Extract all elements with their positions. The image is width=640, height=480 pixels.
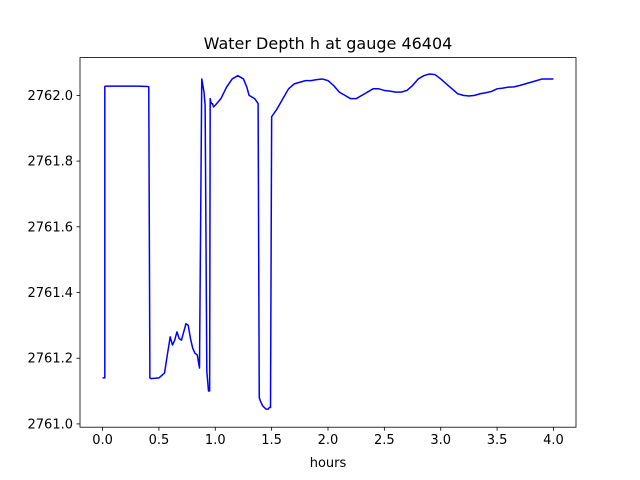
x-tick-label: 0.5 [149, 433, 170, 448]
x-axis-label: hours [310, 456, 347, 471]
y-tick-label: 2761.2 [28, 352, 74, 367]
x-axis-ticks: 0.0 0.5 1.0 1.5 2.0 2.5 3.0 3.5 4.0 [92, 427, 564, 448]
x-tick-label: 2.5 [374, 433, 395, 448]
y-axis-ticks: 2761.0 2761.2 2761.4 2761.6 2761.8 2762.0 [28, 89, 80, 432]
x-tick-label: 0.0 [92, 433, 113, 448]
chart-title: Water Depth h at gauge 46404 [204, 34, 453, 53]
y-tick-label: 2761.0 [28, 417, 74, 432]
x-tick-label: 1.5 [261, 433, 282, 448]
x-tick-label: 1.0 [205, 433, 226, 448]
y-tick-label: 2761.4 [28, 286, 74, 301]
y-tick-label: 2761.6 [28, 220, 74, 235]
x-tick-label: 3.0 [430, 433, 451, 448]
series-line-0 [102, 73, 554, 410]
data-layer [102, 73, 554, 410]
x-tick-label: 4.0 [543, 433, 564, 448]
x-tick-label: 2.0 [318, 433, 339, 448]
plot-area [80, 57, 576, 428]
y-tick-label: 2762.0 [28, 89, 74, 104]
y-tick-label: 2761.8 [28, 155, 74, 170]
x-tick-label: 3.5 [487, 433, 508, 448]
